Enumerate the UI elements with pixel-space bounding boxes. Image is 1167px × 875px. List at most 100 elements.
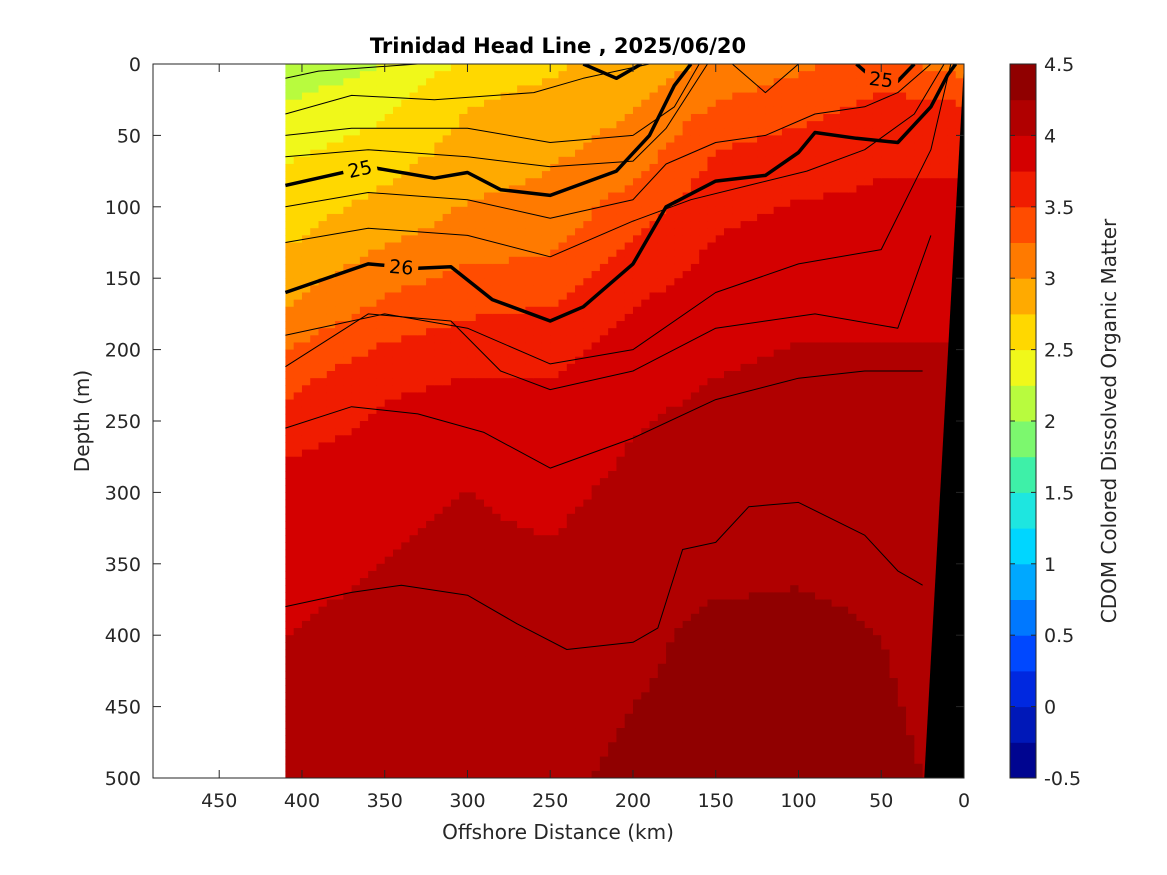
field-cell — [459, 128, 469, 136]
field-cell — [343, 756, 353, 765]
field-cell — [550, 99, 560, 108]
field-cell — [666, 292, 675, 301]
field-cell — [558, 406, 568, 415]
field-cell — [409, 349, 419, 358]
field-cell — [517, 371, 526, 379]
field-cell — [484, 549, 493, 558]
field-cell — [359, 178, 369, 186]
field-cell — [384, 699, 394, 708]
field-cell — [657, 749, 667, 758]
field-cell — [649, 113, 659, 122]
field-cell — [608, 192, 618, 201]
field-cell — [566, 363, 576, 372]
field-cell — [392, 92, 402, 101]
field-cell — [674, 735, 684, 743]
field-cell — [467, 271, 477, 279]
field-cell — [475, 463, 485, 472]
field-cell — [359, 713, 369, 722]
field-cell — [649, 271, 659, 279]
field-cell — [591, 585, 601, 593]
field-cell — [417, 178, 427, 186]
field-cell — [450, 399, 460, 408]
field-cell — [492, 78, 502, 87]
field-cell — [550, 406, 560, 415]
field-cell — [541, 463, 551, 472]
field-cell — [657, 321, 667, 329]
field-cell — [409, 442, 419, 451]
field-cell — [293, 163, 303, 172]
field-cell — [368, 399, 378, 408]
field-cell — [335, 528, 344, 536]
field-cell — [492, 685, 502, 693]
field-cell — [392, 685, 402, 693]
field-cell — [566, 392, 576, 401]
field-cell — [368, 742, 378, 751]
field-cell — [467, 178, 477, 186]
field-cell — [525, 513, 535, 522]
field-cell — [310, 449, 320, 458]
field-cell — [666, 371, 675, 379]
field-cell — [632, 71, 642, 79]
field-cell — [575, 221, 584, 229]
field-cell — [343, 678, 353, 686]
field-cell — [533, 585, 543, 593]
field-cell — [608, 578, 618, 586]
field-cell — [492, 556, 502, 565]
field-cell — [467, 128, 477, 136]
field-cell — [467, 756, 477, 765]
field-cell — [293, 113, 303, 122]
field-cell — [641, 292, 651, 301]
field-cell — [401, 728, 411, 736]
field-cell — [583, 406, 593, 415]
field-cell — [690, 428, 700, 436]
field-cell — [285, 228, 295, 236]
field-cell — [484, 299, 493, 308]
field-cell — [475, 435, 485, 444]
field-cell — [326, 485, 336, 493]
field-cell — [616, 363, 626, 372]
field-cell — [583, 385, 593, 394]
field-cell — [575, 128, 584, 136]
field-cell — [343, 213, 353, 222]
field-cell — [608, 406, 618, 415]
field-cell — [533, 99, 543, 108]
field-cell — [525, 356, 535, 365]
field-cell — [608, 499, 618, 508]
field-cell — [525, 92, 535, 101]
field-cell — [301, 649, 311, 658]
field-cell — [392, 192, 402, 201]
field-cell — [657, 378, 667, 386]
field-cell — [525, 221, 535, 229]
field-cell — [459, 485, 469, 493]
field-cell — [459, 563, 469, 572]
field-cell — [384, 542, 394, 551]
field-cell — [641, 285, 651, 294]
field-cell — [641, 142, 651, 151]
field-cell — [550, 649, 560, 658]
field-cell — [649, 756, 659, 765]
field-cell — [434, 756, 444, 765]
field-cell — [301, 763, 311, 772]
field-cell — [318, 271, 328, 279]
field-cell — [575, 770, 584, 778]
field-cell — [666, 299, 675, 308]
field-cell — [666, 149, 675, 158]
field-cell — [641, 121, 651, 129]
field-cell — [500, 642, 510, 651]
field-cell — [517, 321, 526, 329]
field-cell — [591, 328, 601, 336]
field-cell — [359, 478, 369, 486]
field-cell — [583, 620, 593, 629]
field-cell — [409, 470, 419, 479]
field-cell — [335, 713, 344, 722]
field-cell — [293, 656, 303, 665]
field-cell — [285, 171, 295, 179]
field-cell — [641, 192, 651, 201]
field-cell — [657, 249, 667, 258]
field-cell — [335, 399, 344, 408]
field-cell — [326, 449, 336, 458]
field-cell — [541, 742, 551, 751]
field-cell — [285, 599, 295, 608]
field-cell — [368, 335, 378, 344]
field-cell — [285, 128, 295, 136]
